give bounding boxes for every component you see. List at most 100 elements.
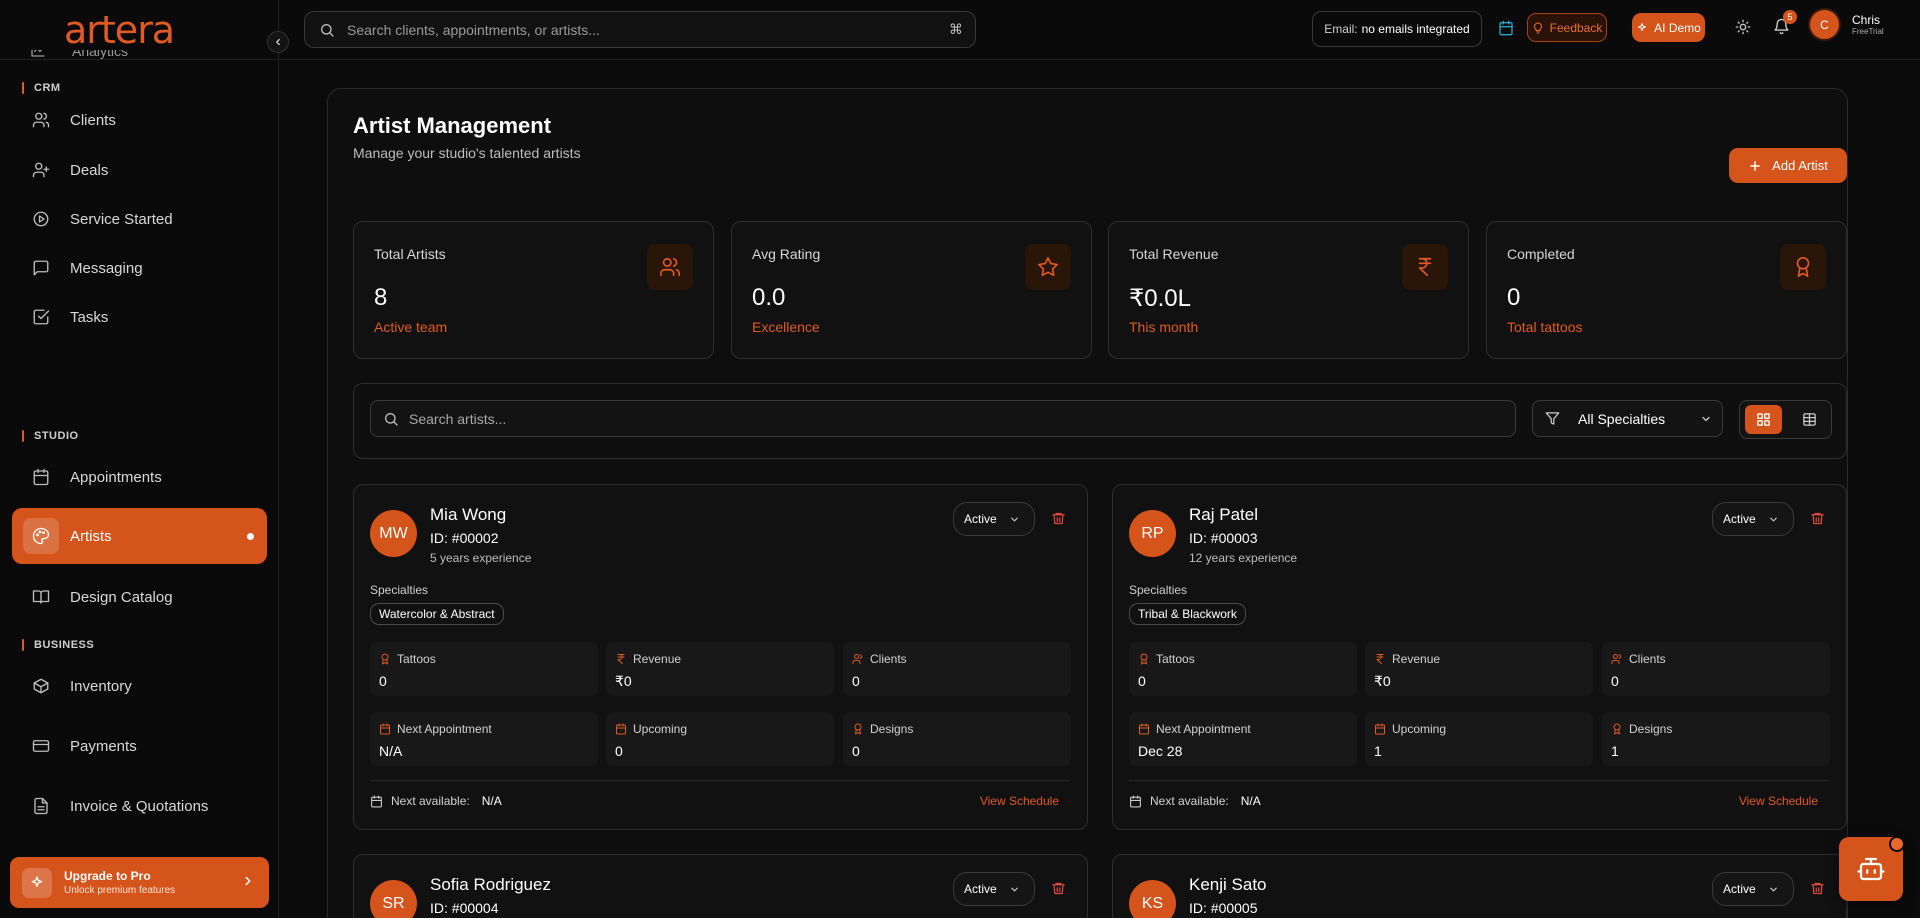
card-icon	[32, 740, 50, 752]
artist-search-input[interactable]: Search artists...	[370, 400, 1516, 437]
sidebar-item-analytics[interactable]: Analytics	[30, 50, 128, 64]
artist-status-select[interactable]: Active	[953, 872, 1035, 906]
sidebar-item-design-catalog[interactable]: Design Catalog	[12, 569, 267, 625]
artist-experience: 5 years experience	[430, 551, 532, 565]
global-search-input[interactable]: Search clients, appointments, or artists…	[304, 11, 976, 48]
metric-label: Designs	[1629, 722, 1673, 736]
status-value: Active	[1723, 882, 1756, 896]
artist-status-select[interactable]: Active	[1712, 502, 1794, 536]
sidebar-item-clients[interactable]: Clients	[12, 92, 267, 148]
section-label-crm: CRM	[22, 82, 61, 94]
chevron-down-icon	[1010, 517, 1018, 521]
view-schedule-link[interactable]: View Schedule	[979, 794, 1059, 808]
metric-label: Clients	[1629, 652, 1666, 666]
sidebar-item-label: Tasks	[70, 308, 109, 326]
sidebar-item-invoice-quotations[interactable]: Invoice & Quotations	[12, 778, 267, 834]
lightbulb-icon	[1533, 22, 1542, 33]
sidebar-item-label: Deals	[70, 161, 109, 179]
ai-demo-button[interactable]: AI Demo	[1632, 13, 1705, 42]
metric-next-appointment: Next Appointment N/A	[370, 712, 598, 766]
metric-label: Upcoming	[633, 722, 688, 736]
sidebar-item-payments[interactable]: Payments	[12, 718, 267, 774]
artist-avatar: SR	[370, 880, 417, 918]
sidebar-item-label: Appointments	[70, 468, 162, 486]
status-value: Active	[964, 882, 997, 896]
bot-icon	[1857, 857, 1885, 881]
bell-icon[interactable]	[1773, 18, 1790, 35]
metric-value: N/A	[379, 743, 403, 759]
upgrade-title: Upgrade to Pro	[64, 869, 151, 883]
palette-icon-wrap	[23, 518, 59, 554]
page-title: Artist Management	[353, 113, 552, 138]
global-search-placeholder: Search clients, appointments, or artists…	[347, 21, 600, 38]
add-artist-button[interactable]: Add Artist	[1729, 148, 1847, 183]
play-circle-icon	[33, 211, 49, 227]
calendar-icon	[1130, 795, 1141, 807]
metric-revenue: Revenue ₹0	[1365, 642, 1593, 696]
collapse-sidebar-button[interactable]	[267, 31, 289, 53]
sidebar-item-label: Service Started	[70, 210, 173, 228]
sidebar-item-label: Design Catalog	[70, 588, 173, 606]
sidebar-item-label: Analytics	[72, 50, 129, 59]
sun-icon[interactable]	[1735, 19, 1751, 35]
specialty-tag: Watercolor & Abstract	[370, 603, 504, 625]
sidebar-item-appointments[interactable]: Appointments	[12, 449, 267, 505]
specialty-select[interactable]: All Specialties	[1532, 400, 1723, 437]
view-mode-toggle	[1739, 400, 1832, 439]
section-label-business: BUSINESS	[22, 639, 94, 651]
stat-value: 8	[374, 284, 388, 311]
metric-label: Next Appointment	[1156, 722, 1251, 736]
stat-note: Active team	[374, 319, 448, 335]
sidebar-item-messaging[interactable]: Messaging	[12, 240, 267, 296]
trash-icon[interactable]	[1051, 511, 1066, 526]
artist-filter-bar: Search artists... All Specialties	[353, 383, 1847, 459]
sidebar-item-inventory[interactable]: Inventory	[12, 658, 267, 714]
metric-value: 0	[1611, 673, 1619, 689]
trash-icon[interactable]	[1051, 881, 1066, 896]
artist-card[interactable]: SR Sofia Rodriguez ID: #00004 Active	[353, 854, 1088, 918]
specialty-select-value: All Specialties	[1578, 410, 1666, 427]
email-integration-status[interactable]: Email: no emails integrated	[1312, 11, 1482, 47]
view-schedule-link[interactable]: View Schedule	[1738, 794, 1818, 808]
calendar-icon[interactable]	[1498, 20, 1514, 36]
artist-status-select[interactable]: Active	[953, 502, 1035, 536]
grid-view-button[interactable]	[1745, 405, 1782, 434]
artist-status-select[interactable]: Active	[1712, 872, 1794, 906]
stat-card-total-revenue: Total Revenue ₹0.0L This month	[1108, 221, 1469, 359]
grid-icon	[1757, 413, 1770, 426]
metric-label: Revenue	[1392, 652, 1441, 666]
stat-label: Total Artists	[374, 246, 446, 262]
award-icon	[381, 653, 389, 665]
award-icon	[1780, 244, 1826, 290]
trash-icon[interactable]	[1810, 881, 1825, 896]
artist-name: Raj Patel	[1189, 505, 1258, 524]
artist-avatar: RP	[1129, 510, 1176, 557]
metric-label: Tattoos	[397, 652, 436, 666]
trash-icon[interactable]	[1810, 511, 1825, 526]
sidebar-item-deals[interactable]: Deals	[12, 142, 267, 198]
app-logo[interactable]: artera	[64, 7, 175, 52]
feedback-button[interactable]: Feedback	[1527, 13, 1607, 42]
table-view-button[interactable]	[1791, 405, 1828, 434]
artist-card[interactable]: KS Kenji Sato ID: #00005 Active	[1112, 854, 1847, 918]
sidebar-item-service-started[interactable]: Service Started	[12, 191, 267, 247]
sidebar-item-artists[interactable]: Artists	[12, 508, 267, 564]
artist-id: ID: #00003	[1189, 530, 1258, 546]
user-avatar[interactable]: C	[1810, 10, 1839, 39]
artist-card[interactable]: RP Raj Patel ID: #00003 12 years experie…	[1112, 484, 1847, 830]
sidebar-item-label: Inventory	[70, 677, 132, 695]
metric-label: Upcoming	[1392, 722, 1447, 736]
chevron-left-icon	[276, 38, 280, 46]
upgrade-to-pro-button[interactable]: Upgrade to Pro Unlock premium features	[10, 857, 269, 908]
sidebar-item-tasks[interactable]: Tasks	[12, 289, 267, 345]
metric-clients: Clients 0	[1602, 642, 1830, 696]
user-name[interactable]: Chris	[1852, 13, 1881, 27]
box-icon	[33, 678, 49, 694]
metric-revenue: Revenue ₹0	[606, 642, 834, 696]
chevron-right-icon	[245, 876, 251, 886]
artist-card[interactable]: MW Mia Wong ID: #00002 5 years experienc…	[353, 484, 1088, 830]
award-icon	[854, 723, 862, 735]
calendar-icon	[380, 723, 390, 735]
table-icon	[1803, 413, 1816, 426]
metric-label: Clients	[870, 652, 907, 666]
